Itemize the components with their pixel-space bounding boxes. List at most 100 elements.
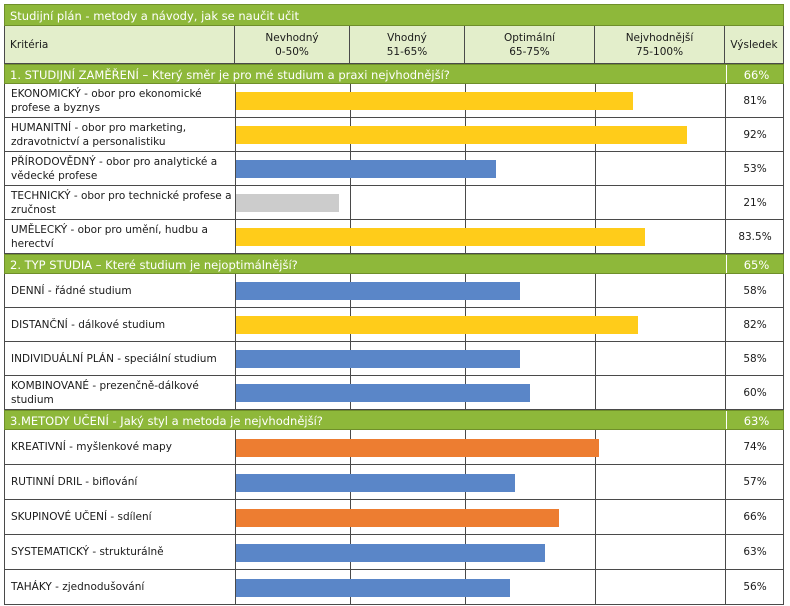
result-value: 56% <box>743 581 767 593</box>
grid-line <box>235 84 236 117</box>
grid-line <box>235 500 236 534</box>
criterion-label: SYSTEMATICKÝ - strukturálně <box>11 546 164 558</box>
grid-line <box>235 118 236 151</box>
grid-line <box>595 342 596 375</box>
grid-line <box>235 342 236 375</box>
grid-line <box>350 186 351 219</box>
band-header-line1: Nevhodný <box>265 31 319 44</box>
section-header: 3.METODY UČENÍ - Jaký styl a metoda je n… <box>4 410 784 430</box>
value-bar <box>236 509 559 527</box>
result-header: Výsledek <box>725 26 784 64</box>
band-header-line2: 0-50% <box>275 45 309 58</box>
value-bar <box>236 544 545 562</box>
grid-line <box>465 186 466 219</box>
result-value: 58% <box>743 284 767 297</box>
result-value: 66% <box>743 511 767 523</box>
result-value: 74% <box>743 441 767 453</box>
result-value: 58% <box>743 352 767 365</box>
result-value: 57% <box>743 476 767 488</box>
band-header-unsuitable: Nevhodný 0-50% <box>235 26 350 64</box>
table-row: KREATIVNÍ - myšlenkové mapy 74% <box>4 430 784 465</box>
grid-line <box>595 152 596 185</box>
band-header-suitable: Vhodný 51-65% <box>350 26 465 64</box>
grid-line <box>725 220 726 253</box>
table-row: DENNÍ - řádné studium 58% <box>4 274 784 308</box>
value-bar <box>236 282 520 300</box>
band-header-line2: 51-65% <box>386 45 428 58</box>
criterion-label: TECHNICKÝ - obor pro technické profese a… <box>11 189 232 216</box>
grid-line <box>595 570 596 604</box>
grid-line <box>235 220 236 253</box>
band-header-line1: Optimální <box>503 31 556 44</box>
grid-line <box>725 500 726 534</box>
result-value: 60% <box>743 386 767 399</box>
criterion-label: UMĚLECKÝ - obor pro umění, hudbu a herec… <box>11 223 208 250</box>
value-bar <box>236 160 496 178</box>
section-result: 66% <box>726 65 786 83</box>
section-header: 1. STUDIJNÍ ZAMĚŘENÍ – Který směr je pro… <box>4 64 784 84</box>
criterion-label: TAHÁKY - zjednodušování <box>11 581 145 593</box>
table-row: EKONOMICKÝ - obor pro ekonomické profese… <box>4 84 784 118</box>
table-row: TECHNICKÝ - obor pro technické profese a… <box>4 186 784 220</box>
grid-line <box>235 430 236 464</box>
result-value: 63% <box>743 546 767 558</box>
grid-line <box>725 535 726 569</box>
value-bar <box>236 194 339 212</box>
section-title: 1. STUDIJNÍ ZAMĚŘENÍ – Který směr je pro… <box>10 68 450 82</box>
table-title: Studijní plán - metody a návody, jak se … <box>4 4 784 26</box>
criterion-label: HUMANITNÍ - obor pro marketing, zdravotn… <box>11 121 187 148</box>
grid-line <box>725 84 726 117</box>
result-value: 82% <box>743 318 767 331</box>
result-value: 92% <box>743 128 767 141</box>
value-bar <box>236 316 638 334</box>
band-header-line1: Nejvhodnější <box>625 31 694 44</box>
grid-line <box>725 152 726 185</box>
study-plan-table: Studijní plán - metody a návody, jak se … <box>4 4 784 606</box>
criterion-label: PŘÍRODOVĚDNÝ - obor pro analytické a věd… <box>11 155 218 182</box>
band-header-best: Nejvhodnější 75-100% <box>595 26 725 64</box>
value-bar <box>236 579 510 597</box>
table-row: SYSTEMATICKÝ - strukturálně 63% <box>4 535 784 570</box>
grid-line <box>595 500 596 534</box>
grid-line <box>595 465 596 499</box>
grid-line <box>725 376 726 409</box>
criterion-label: DISTANČNÍ - dálkové studium <box>11 318 166 331</box>
band-header-line1: Vhodný <box>387 31 427 44</box>
value-bar <box>236 474 515 492</box>
result-header-label: Výsledek <box>730 38 778 51</box>
grid-line <box>595 186 596 219</box>
criteria-header-label: Kritéria <box>10 38 49 51</box>
table-row: TAHÁKY - zjednodušování 56% <box>4 570 784 605</box>
table-row: UMĚLECKÝ - obor pro umění, hudbu a herec… <box>4 220 784 254</box>
criteria-header: Kritéria <box>4 26 235 64</box>
result-value: 83.5% <box>738 230 772 243</box>
grid-line <box>235 186 236 219</box>
result-value: 53% <box>743 162 767 175</box>
grid-line <box>725 308 726 341</box>
section-result: 65% <box>726 255 786 273</box>
table-row: RUTINNÍ DRIL - biflování 57% <box>4 465 784 500</box>
grid-line <box>725 274 726 307</box>
band-header-line2: 65-75% <box>509 45 550 58</box>
grid-line <box>235 274 236 307</box>
section-header: 2. TYP STUDIA – Které studium je nejopti… <box>4 254 784 274</box>
value-bar <box>236 228 645 246</box>
criterion-label: EKONOMICKÝ - obor pro ekonomické profese… <box>11 87 202 114</box>
criterion-label: RUTINNÍ DRIL - biflování <box>11 476 138 488</box>
criterion-label: INDIVIDUÁLNÍ PLÁN - speciální studium <box>11 352 217 365</box>
section-result: 63% <box>726 411 786 429</box>
section-title: 2. TYP STUDIA – Které studium je nejopti… <box>10 258 298 272</box>
grid-line <box>235 308 236 341</box>
grid-line <box>725 465 726 499</box>
result-value: 21% <box>743 196 767 209</box>
grid-line <box>235 152 236 185</box>
value-bar <box>236 439 599 457</box>
grid-line <box>235 535 236 569</box>
value-bar <box>236 350 520 368</box>
criterion-label: KOMBINOVANÉ - prezenčně-dálkové studium <box>11 379 199 406</box>
grid-line <box>725 342 726 375</box>
table-row: HUMANITNÍ - obor pro marketing, zdravotn… <box>4 118 784 152</box>
table-row: INDIVIDUÁLNÍ PLÁN - speciální studium 58% <box>4 342 784 376</box>
criterion-label: DENNÍ - řádné studium <box>11 284 132 297</box>
result-value: 81% <box>743 94 767 107</box>
